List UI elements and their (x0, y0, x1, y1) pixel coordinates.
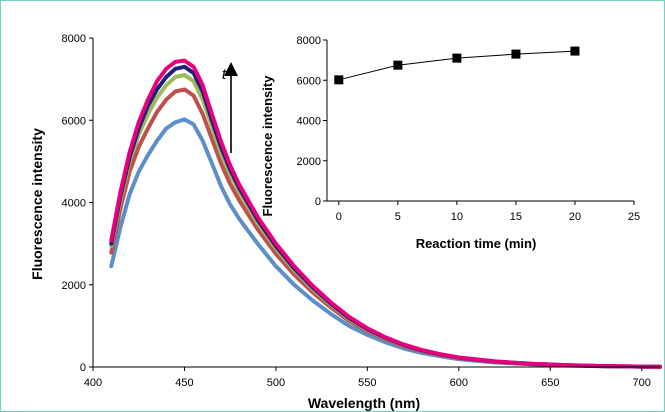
inset-point (570, 46, 580, 56)
main-y-tick-label: 8000 (62, 33, 86, 45)
inset-series-group (327, 40, 634, 201)
spectrum-line-5 (109, 58, 662, 369)
main-y-tick-label: 2000 (62, 280, 86, 292)
main-x-tick-label: 500 (267, 377, 285, 389)
main-y-tick-label: 0 (80, 362, 86, 374)
inset-point (511, 49, 521, 59)
main-y-axis-title: Fluorescence intensity (29, 128, 45, 280)
inset-y-tick-label: 6000 (297, 75, 321, 87)
inset-x-tick-label: 0 (336, 211, 342, 223)
inset-x-tick-label: 20 (569, 211, 581, 223)
main-x-tick-label: 700 (633, 377, 651, 389)
inset-point (393, 60, 403, 70)
inset-point (452, 53, 462, 63)
main-y-tick-label: 6000 (62, 115, 86, 127)
main-x-tick-label: 450 (175, 377, 193, 389)
main-x-tick-label: 400 (84, 377, 102, 389)
inset-x-tick-label: 10 (451, 211, 463, 223)
time-arrow-icon (224, 62, 238, 153)
main-x-tick-label: 550 (358, 377, 376, 389)
main-x-tick-label: 600 (450, 377, 468, 389)
inset-background (327, 40, 634, 201)
inset-axes: 0 2000 4000 6000 8000 0 5 10 15 20 25 (297, 35, 641, 223)
inset-y-tick-label: 8000 (297, 35, 321, 47)
inset-y-tick-label: 0 (315, 196, 321, 208)
main-x-tick-label: 650 (541, 377, 559, 389)
inset-x-tick-label: 5 (395, 211, 401, 223)
inset-x-tick-label: 25 (628, 211, 640, 223)
main-y-tick-label: 4000 (62, 198, 86, 210)
inset-x-tick-label: 15 (510, 211, 522, 223)
inset-y-tick-label: 2000 (297, 156, 321, 168)
inset-y-axis-title: Fluorescence intensity (260, 75, 275, 217)
inset-point (334, 75, 344, 85)
inset-x-axis-title: Reaction time (min) (416, 236, 537, 251)
main-x-axis-title: Wavelength (nm) (308, 395, 420, 411)
main-series-group (109, 58, 662, 369)
time-arrow-label: t (222, 66, 227, 83)
inset-y-tick-label: 4000 (297, 116, 321, 128)
